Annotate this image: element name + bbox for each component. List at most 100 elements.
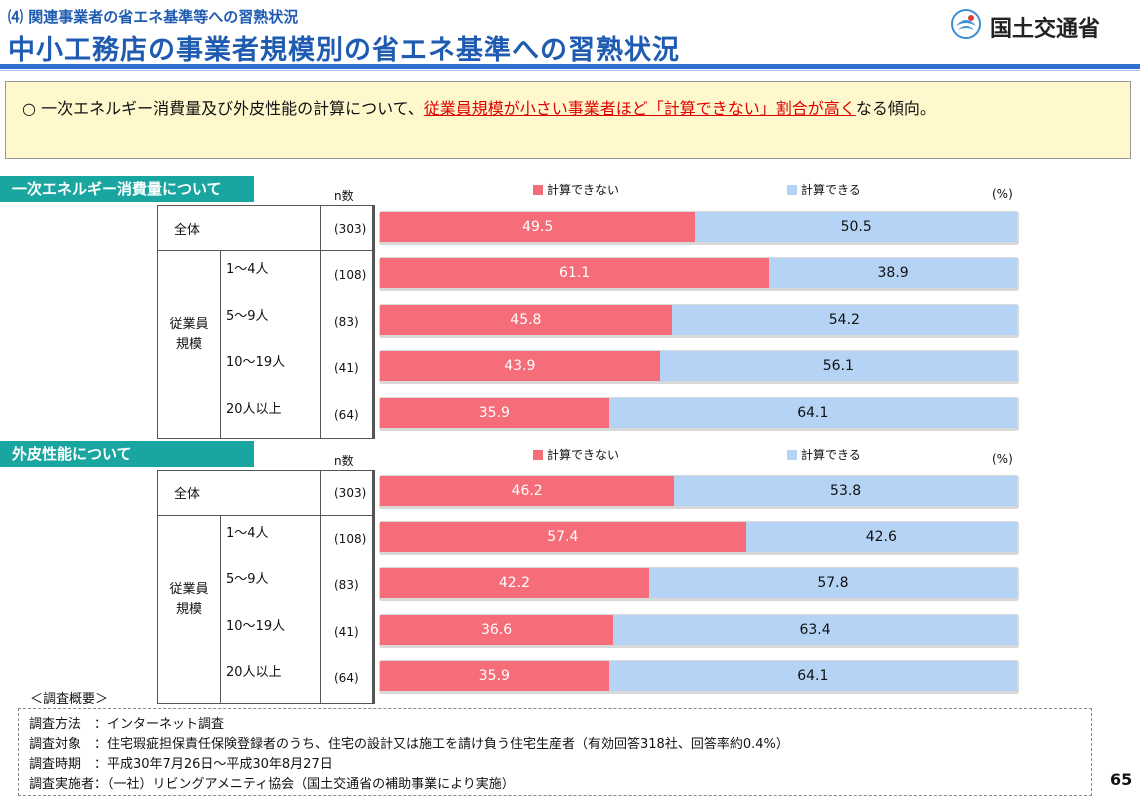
data-label: 49.5	[522, 219, 554, 235]
data-label: 46.2	[511, 483, 543, 499]
n-count-header: n数	[334, 189, 354, 203]
bar-segment	[695, 212, 1017, 242]
page-number: 65	[1110, 770, 1133, 789]
axis-line	[373, 470, 375, 704]
bar-segment	[745, 522, 1017, 552]
summary-highlight: 従業員規模が小さい事業者ほど「計算できない」割合が高く	[423, 99, 856, 118]
data-label: 61.1	[559, 265, 591, 281]
bar-segment	[659, 351, 1017, 381]
row-label: 5～9人	[226, 572, 269, 587]
divider	[157, 515, 373, 516]
row-label: 全体	[174, 223, 201, 238]
legend-swatch	[533, 450, 543, 460]
data-label: 63.4	[799, 622, 831, 638]
bar-segment	[380, 661, 609, 691]
bar-segment	[380, 305, 672, 335]
bar-segment	[380, 351, 660, 381]
legend-label: 計算できない	[547, 183, 620, 197]
bar-segment	[380, 212, 696, 242]
data-label: 53.8	[830, 483, 862, 499]
bar-segment	[671, 305, 1017, 335]
legend-swatch	[787, 450, 797, 460]
axis-line	[373, 205, 375, 439]
bar-segment	[380, 476, 675, 506]
legend-item: 計算できる	[787, 446, 861, 463]
bar-segment	[380, 398, 609, 428]
summary-bullet: ○	[22, 99, 36, 118]
section-label: 一次エネルギー消費量について	[0, 176, 254, 202]
data-label: 64.1	[797, 405, 829, 421]
logo-text: 国土交通省	[990, 17, 1101, 42]
title-underline-thin	[0, 70, 1140, 71]
survey-method: 調査方法 ：インターネット調査	[29, 717, 225, 732]
row-label: 10～19人	[226, 355, 286, 370]
n-count-header: n数	[334, 454, 354, 468]
row-label: 全体	[174, 487, 201, 502]
bar-segment	[674, 476, 1017, 506]
legend-item: 計算できない	[533, 446, 619, 463]
data-label: 38.9	[877, 265, 909, 281]
survey-target: 調査対象 ：住宅瑕疵担保責任保険登録者のうち、住宅の設計又は施工を請け負う住宅生…	[29, 737, 789, 752]
mlit-emblem-icon	[951, 9, 981, 39]
data-label: 35.9	[478, 405, 510, 421]
bar-segment	[380, 568, 649, 598]
row-label: 20人以上	[226, 665, 282, 680]
bar-segment	[769, 258, 1017, 288]
n-value: (83)	[334, 578, 359, 592]
row-label: 10～19人	[226, 619, 286, 634]
row-label: 5～9人	[226, 309, 269, 324]
n-value: (64)	[334, 671, 359, 685]
legend-swatch	[787, 185, 797, 195]
summary-text-before: 一次エネルギー消費量及び外皮性能の計算について、	[41, 99, 424, 118]
data-label: 64.1	[797, 668, 829, 684]
n-value: (83)	[334, 315, 359, 329]
summary-text: ○ 一次エネルギー消費量及び外皮性能の計算について、従業員規模が小さい事業者ほど…	[22, 96, 1118, 122]
n-value: (303)	[334, 486, 367, 500]
unit-label: (%)	[992, 452, 1013, 466]
survey-label: ＜調査概要＞	[30, 692, 109, 707]
legend-label: 計算できる	[801, 448, 861, 462]
divider	[320, 470, 321, 704]
n-value: (108)	[334, 532, 367, 546]
data-label: 43.9	[504, 358, 536, 374]
data-label: 57.4	[547, 529, 579, 545]
row-label: 1～4人	[226, 262, 269, 277]
legend-label: 計算できない	[547, 448, 620, 462]
page-title: 中小工務店の事業者規模別の省エネ基準への習熟状況	[8, 35, 680, 66]
section-label: 外皮性能について	[0, 441, 254, 467]
n-value: (41)	[334, 625, 359, 639]
legend-item: 計算できる	[787, 181, 861, 198]
data-label: 45.8	[510, 312, 542, 328]
row-label: 20人以上	[226, 402, 282, 417]
group-label: 従業員規模	[169, 317, 209, 352]
summary-text-after: なる傾向。	[855, 99, 936, 118]
bar-segment	[380, 258, 770, 288]
divider	[157, 250, 373, 251]
bar-segment	[380, 522, 746, 552]
data-label: 36.6	[480, 622, 513, 638]
n-value: (108)	[334, 268, 367, 282]
data-label: 56.1	[822, 358, 854, 374]
data-label: 57.8	[817, 575, 849, 591]
unit-label: (%)	[992, 187, 1013, 201]
bar-segment	[648, 568, 1017, 598]
divider	[320, 205, 321, 439]
data-label: 54.2	[828, 312, 860, 328]
legend-swatch	[533, 185, 543, 195]
row-label: 1～4人	[226, 526, 269, 541]
n-value: (64)	[334, 408, 359, 422]
legend-label: 計算できる	[801, 183, 861, 197]
data-label: 42.2	[498, 575, 530, 591]
bar-segment	[608, 661, 1017, 691]
row-label-frame	[157, 205, 373, 439]
survey-organizer: 調査実施者：（一社）リビングアメニティ協会（国土交通省の補助事業により実施）	[29, 777, 515, 792]
bar-segment	[613, 615, 1017, 645]
summary-box: ○ 一次エネルギー消費量及び外皮性能の計算について、従業員規模が小さい事業者ほど…	[5, 81, 1131, 159]
title-underline	[0, 64, 1140, 69]
bar-segment	[608, 398, 1017, 428]
bar-segment	[380, 615, 614, 645]
section-subtitle: ⑷ 関連事業者の省エネ基準等への習熟状況	[8, 8, 299, 26]
row-label-frame	[157, 470, 373, 704]
group-label: 従業員規模	[169, 582, 209, 617]
survey-notes-box: 調査方法 ：インターネット調査 調査対象 ：住宅瑕疵担保責任保険登録者のうち、住…	[18, 708, 1092, 796]
